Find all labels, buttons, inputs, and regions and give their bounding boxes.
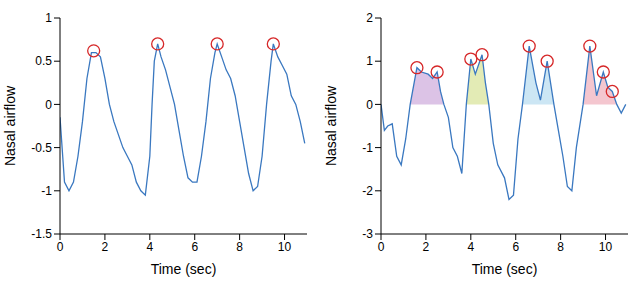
svg-text:0: 0 <box>45 98 52 112</box>
svg-text:4: 4 <box>146 240 153 254</box>
svg-text:2: 2 <box>423 240 430 254</box>
svg-text:6: 6 <box>191 240 198 254</box>
svg-text:Nasal airflow: Nasal airflow <box>323 85 339 166</box>
svg-text:1: 1 <box>366 54 373 68</box>
svg-text:0: 0 <box>57 240 64 254</box>
svg-text:2: 2 <box>366 11 373 25</box>
svg-text:1: 1 <box>45 11 52 25</box>
svg-text:Nasal airflow: Nasal airflow <box>8 85 18 166</box>
svg-text:0: 0 <box>378 240 385 254</box>
svg-text:-2: -2 <box>362 184 373 198</box>
svg-text:0.5: 0.5 <box>35 54 52 68</box>
svg-text:8: 8 <box>236 240 243 254</box>
svg-text:8: 8 <box>557 240 564 254</box>
svg-text:6: 6 <box>512 240 519 254</box>
svg-text:10: 10 <box>278 240 292 254</box>
svg-text:Time (sec): Time (sec) <box>151 261 217 277</box>
svg-text:-0.5: -0.5 <box>31 141 52 155</box>
svg-text:-1: -1 <box>41 184 52 198</box>
svg-text:10: 10 <box>599 240 613 254</box>
svg-text:-1: -1 <box>362 141 373 155</box>
svg-text:0: 0 <box>366 98 373 112</box>
svg-text:-3: -3 <box>362 227 373 241</box>
svg-text:2: 2 <box>102 240 109 254</box>
svg-text:4: 4 <box>467 240 474 254</box>
svg-text:-1.5: -1.5 <box>31 227 52 241</box>
svg-text:Time (sec): Time (sec) <box>472 261 538 277</box>
